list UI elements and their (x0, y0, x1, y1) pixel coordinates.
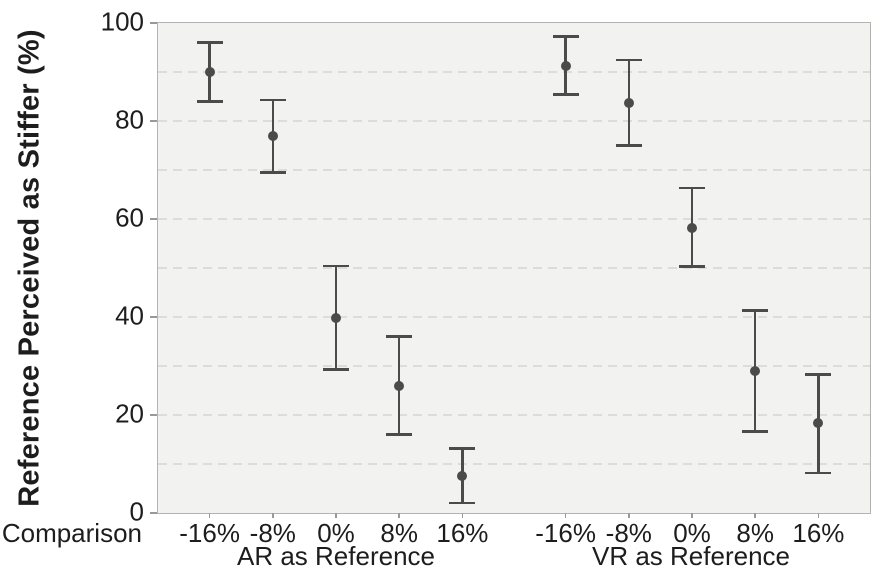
data-point (331, 312, 341, 323)
y-axis-title: Reference Perceived as Stiffer (%) (13, 29, 46, 507)
x-tick-mark (754, 513, 756, 518)
y-tick-mark (150, 22, 157, 24)
error-bar-cap-bottom (552, 93, 579, 96)
data-point (750, 365, 761, 376)
error-bar-cap-top (323, 264, 349, 268)
x-tick-mark (461, 513, 464, 518)
data-point (457, 471, 468, 482)
y-tick-label: 80 (115, 104, 144, 135)
y-tick-mark (150, 120, 157, 122)
x-tick-mark (691, 513, 693, 518)
x-tick-mark (628, 513, 630, 518)
error-bar-cap-bottom (615, 144, 642, 147)
y-tick-label: 20 (115, 398, 144, 429)
error-bar-cap-top (552, 35, 579, 38)
error-bar-cap-bottom (323, 368, 349, 371)
data-point (623, 97, 634, 108)
error-bar-cap-top (196, 41, 223, 44)
data-point (204, 67, 215, 77)
x-tick-label: 8% (736, 518, 774, 548)
gridline (158, 414, 870, 416)
error-bar-cap-bottom (449, 501, 476, 505)
y-tick-mark (150, 512, 157, 514)
data-point (394, 380, 405, 391)
y-tick-label: 60 (115, 202, 144, 233)
x-tick-mark (208, 513, 211, 518)
y-tick-label: 40 (115, 300, 144, 331)
error-bar-cap-top (742, 309, 769, 312)
x-tick-label: -8% (605, 518, 652, 548)
x-tick-label: 8% (380, 518, 418, 548)
y-tick-mark (150, 414, 157, 416)
x-tick-mark (335, 513, 337, 518)
gridline (158, 71, 870, 73)
x-tick-label: -16% (535, 518, 596, 548)
data-point (687, 222, 697, 233)
gridline (158, 463, 870, 465)
x-axis-name: Comparison (1, 518, 142, 548)
error-bar-cap-bottom (259, 171, 286, 174)
y-tick-label: 100 (100, 6, 144, 37)
gridline (158, 365, 870, 367)
gridline (158, 218, 870, 220)
x-tick-label: 0% (673, 518, 711, 548)
error-bar-cap-top (386, 335, 413, 338)
x-tick-mark (272, 513, 274, 518)
data-point (813, 418, 824, 429)
group-label-ar: AR as Reference (237, 541, 435, 571)
error-bar-cap-bottom (386, 433, 413, 436)
y-tick-mark (150, 218, 157, 220)
error-bar-cap-top (615, 58, 642, 61)
error-bar-cap-top (449, 447, 476, 450)
x-tick-mark (817, 513, 820, 518)
error-bar-cap-bottom (196, 100, 223, 103)
x-tick-label: -8% (249, 518, 296, 548)
error-bar-cap-bottom (742, 430, 769, 433)
data-point (560, 60, 571, 71)
y-tick-mark (150, 316, 157, 318)
gridline (158, 169, 870, 171)
error-bar-cap-bottom (805, 471, 832, 475)
error-bar-cap-top (259, 98, 286, 102)
error-bar-cap-bottom (679, 265, 705, 268)
gridline (158, 120, 870, 122)
error-bar-cap-top (805, 373, 832, 376)
x-tick-label: 16% (436, 518, 489, 548)
gridline (158, 267, 870, 269)
x-tick-mark (564, 513, 567, 518)
x-tick-label: 0% (317, 518, 355, 548)
x-tick-label: -16% (179, 518, 240, 548)
data-point (267, 130, 278, 141)
y-tick-label: 0 (129, 496, 144, 527)
x-tick-label: 16% (792, 518, 845, 548)
group-label-vr: VR as Reference (592, 541, 790, 571)
x-tick-mark (398, 513, 400, 518)
gridline (158, 316, 870, 318)
error-bar-cap-top (679, 186, 705, 190)
